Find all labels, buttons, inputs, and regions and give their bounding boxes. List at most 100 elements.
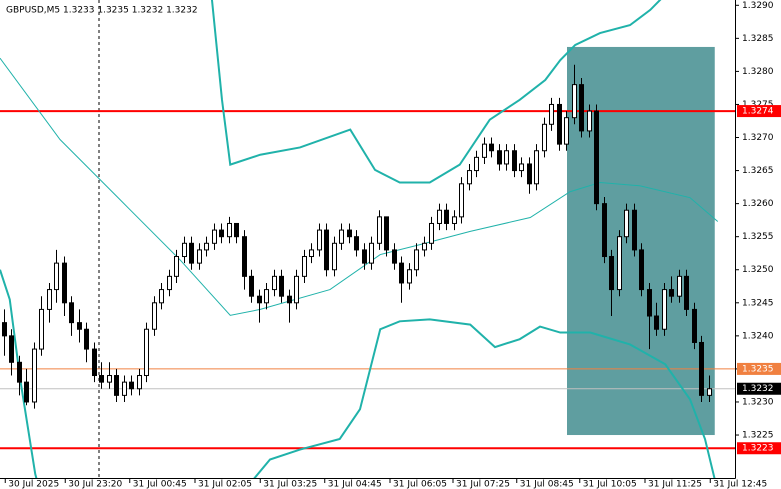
candle-body xyxy=(699,341,704,396)
candle-body xyxy=(152,302,157,330)
y-tick-label: 1.3285 xyxy=(742,34,774,44)
indicator-line xyxy=(210,0,662,184)
candle-body xyxy=(692,308,697,343)
level-label-background xyxy=(737,442,781,455)
candle-body xyxy=(332,242,337,271)
candle-body xyxy=(557,103,562,145)
candle-body xyxy=(302,256,307,277)
candle-body xyxy=(534,150,539,185)
candle-body xyxy=(662,289,667,330)
candle-body xyxy=(564,117,569,145)
level-label: 1.3235 xyxy=(742,364,774,374)
candle-body xyxy=(167,275,172,291)
candle-body xyxy=(227,222,232,238)
candle-body xyxy=(384,216,389,251)
candle-body xyxy=(17,361,22,383)
candle-body xyxy=(497,150,502,165)
candle-body xyxy=(122,381,127,396)
candle-body xyxy=(62,262,67,304)
candle-body xyxy=(452,216,457,224)
candle-body xyxy=(174,256,179,277)
candle-body xyxy=(249,275,254,297)
x-tick-label: 31 Jul 08:45 xyxy=(520,480,574,489)
candle-body xyxy=(587,110,592,132)
candle-body xyxy=(489,143,494,152)
candle-body xyxy=(654,315,659,330)
candle-body xyxy=(602,203,607,258)
candle-body xyxy=(482,143,487,158)
level-label: 1.3274 xyxy=(742,107,774,117)
y-tick-label: 1.3270 xyxy=(742,133,774,143)
level-label: 1.3223 xyxy=(742,444,774,454)
candle-body xyxy=(459,183,464,218)
candle-body xyxy=(182,242,187,258)
candle-body xyxy=(272,275,277,291)
candle-body xyxy=(512,150,517,172)
candle-body xyxy=(429,222,434,244)
candle-body xyxy=(684,275,689,310)
candle-body xyxy=(137,375,142,390)
x-tick-label: 31 Jul 10:05 xyxy=(583,480,637,489)
candle-body xyxy=(159,289,164,304)
candle-body xyxy=(242,236,247,277)
candle-body xyxy=(624,209,629,238)
candle-body xyxy=(197,249,202,264)
candle-body xyxy=(129,381,134,390)
candle-body xyxy=(354,236,359,251)
plot-area xyxy=(0,0,735,478)
candle-body xyxy=(107,375,112,383)
candle-body xyxy=(287,295,292,304)
candle-body xyxy=(669,289,674,297)
chart-title: GBPUSD,M5 1.3233 1.3235 1.3232 1.3232 xyxy=(6,6,198,16)
level-label-background xyxy=(737,105,781,118)
candle-body xyxy=(2,322,7,337)
candle-body xyxy=(234,222,239,238)
candle-body xyxy=(437,209,442,224)
y-tick-label: 1.3265 xyxy=(742,166,774,176)
candle-body xyxy=(114,375,119,396)
y-tick-label: 1.3255 xyxy=(742,232,774,242)
indicator-line xyxy=(0,57,719,316)
candle-body xyxy=(527,163,532,185)
candle-body xyxy=(519,163,524,172)
x-tick-label: 31 Jul 03:25 xyxy=(263,480,317,489)
y-tick-label: 1.3225 xyxy=(742,431,774,441)
candle-body xyxy=(294,275,299,304)
candle-body xyxy=(504,150,509,165)
candle-body xyxy=(324,229,329,271)
y-tick-label: 1.3260 xyxy=(742,199,774,209)
candle-body xyxy=(204,242,209,251)
candle-body xyxy=(144,328,149,377)
candle-body xyxy=(309,249,314,258)
candle-body xyxy=(54,262,59,291)
candle-body xyxy=(639,249,644,291)
x-tick-label: 30 Jul 2025 xyxy=(8,480,59,489)
candle-body xyxy=(347,229,352,238)
candle-body xyxy=(579,84,584,132)
y-tick-label: 1.3245 xyxy=(742,298,774,308)
candle-body xyxy=(77,322,82,330)
candle-body xyxy=(444,209,449,224)
x-tick-label: 31 Jul 02:05 xyxy=(198,480,252,489)
candle-body xyxy=(542,123,547,152)
x-tick-label: 31 Jul 12:45 xyxy=(713,480,767,489)
candle-body xyxy=(369,242,374,264)
level-label-background xyxy=(737,382,781,395)
candle-body xyxy=(632,209,637,251)
candle-body xyxy=(422,242,427,251)
candle-body xyxy=(572,84,577,119)
candle-body xyxy=(84,328,89,350)
x-tick-label: 31 Jul 00:45 xyxy=(133,480,187,489)
candle-body xyxy=(279,275,284,297)
candle-body xyxy=(9,335,14,363)
candle-body xyxy=(362,249,367,264)
candle-body xyxy=(257,295,262,304)
y-tick-label: 1.3250 xyxy=(742,265,774,275)
candle-body xyxy=(677,275,682,297)
candle-body xyxy=(92,348,97,377)
candle-body xyxy=(609,256,614,291)
y-tick-label: 1.3230 xyxy=(742,397,774,407)
level-label: 1.3232 xyxy=(742,384,774,394)
